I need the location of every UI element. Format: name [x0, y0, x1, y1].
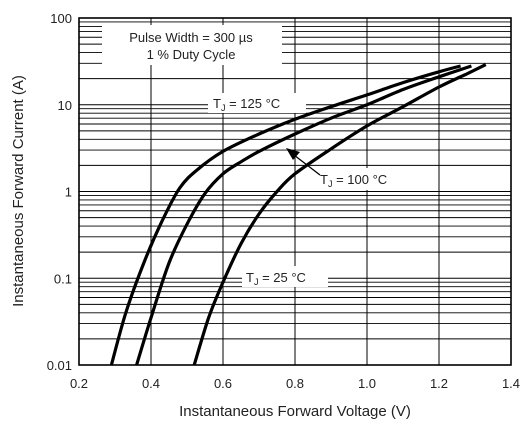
x-tick-label: 1.4 — [502, 376, 520, 391]
svg-text:TJ = 125 °C: TJ = 125 °C — [213, 96, 280, 113]
curve-tj-125c — [109, 64, 461, 366]
note-line-2: 1 % Duty Cycle — [147, 47, 236, 62]
curve-tj-25c — [192, 63, 487, 366]
y-tick-label: 0.1 — [54, 271, 72, 286]
plot-frame — [78, 17, 512, 366]
curves — [109, 63, 487, 366]
curve-label-125c-main: T — [213, 96, 221, 111]
y-tick-label: 10 — [58, 98, 72, 113]
x-tick-label: 1.2 — [430, 376, 448, 391]
y-axis-title: Instantaneous Forward Current (A) — [10, 75, 27, 307]
x-tick-label: 1.0 — [358, 376, 376, 391]
x-tick-labels: 0.2 0.4 0.6 0.8 1.0 1.2 1.4 — [70, 376, 520, 391]
curve-label-100c-main: T — [320, 172, 328, 187]
curve-label-25c-box — [242, 266, 328, 287]
y-tick-label: 0.01 — [47, 358, 72, 373]
x-tick-label: 0.6 — [214, 376, 232, 391]
svg-text:TJ = 25 °C: TJ = 25 °C — [246, 270, 306, 287]
curve-label-25c-sub: J — [254, 277, 259, 287]
curve-label-100c: TJ = 100 °C — [286, 148, 416, 190]
note-box — [102, 25, 282, 65]
x-axis-title: Instantaneous Forward Voltage (V) — [179, 403, 411, 420]
curve-label-125c-rest: = 125 °C — [225, 96, 280, 111]
curve-tj-100c — [135, 64, 472, 366]
note-line-1: Pulse Width = 300 µs — [129, 30, 253, 45]
y-tick-labels: 0.01 0.1 1 10 100 — [47, 11, 72, 373]
curve-label-100c-box — [316, 168, 416, 190]
curve-label-25c: TJ = 25 °C — [242, 266, 328, 287]
curve-label-100c-arrowhead — [286, 148, 300, 160]
x-tick-label: 0.8 — [286, 376, 304, 391]
y-tick-label: 100 — [50, 11, 72, 26]
curve-label-125c-sub: J — [221, 103, 226, 113]
curve-label-125c: TJ = 125 °C — [208, 93, 306, 113]
curve-label-100c-rest: = 100 °C — [332, 172, 387, 187]
curve-label-100c-arrow-line — [293, 154, 321, 176]
y-tick-label: 1 — [65, 185, 72, 200]
x-tick-label: 0.2 — [70, 376, 88, 391]
test-conditions-note: Pulse Width = 300 µs 1 % Duty Cycle — [102, 25, 282, 65]
x-tick-label: 0.4 — [142, 376, 160, 391]
curve-label-125c-box — [208, 93, 306, 113]
curve-label-100c-sub: J — [328, 179, 333, 189]
svg-text:TJ = 100 °C: TJ = 100 °C — [320, 172, 387, 189]
curve-label-25c-rest: = 25 °C — [258, 270, 305, 285]
curve-label-25c-main: T — [246, 270, 254, 285]
